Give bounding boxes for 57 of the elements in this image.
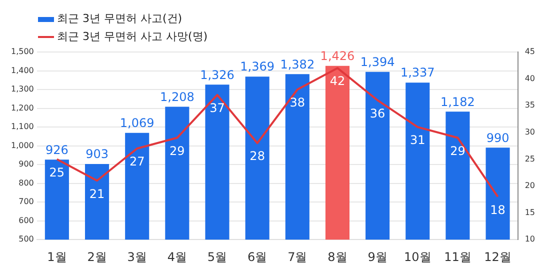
x-tick-label: 2월 bbox=[87, 250, 107, 264]
data-label: 18 bbox=[490, 202, 506, 217]
x-tick-label: 8월 bbox=[328, 250, 348, 264]
legend-label: 최근 3년 무면허 사고(건) bbox=[57, 11, 182, 27]
x-tick-label: 7월 bbox=[288, 250, 308, 264]
data-label: 29 bbox=[170, 144, 185, 158]
y2-tick-label: 20 bbox=[524, 181, 536, 190]
data-label: 926 bbox=[45, 142, 68, 157]
x-tick-label: 1월 bbox=[47, 250, 67, 264]
data-label: 1,337 bbox=[400, 66, 435, 80]
data-label: 1,382 bbox=[280, 57, 315, 72]
x-tick-label: 9월 bbox=[368, 250, 388, 264]
data-label: 31 bbox=[410, 133, 426, 148]
x-tick-label: 11월 bbox=[444, 250, 472, 264]
data-label: 38 bbox=[290, 96, 306, 110]
y2-tick-label: 30 bbox=[524, 127, 536, 136]
y-tick-label: 500 bbox=[18, 234, 34, 244]
y-tick-label: 1,500 bbox=[10, 47, 34, 56]
y2-tick-label: 45 bbox=[524, 47, 536, 56]
x-tick-label: 5월 bbox=[207, 250, 228, 264]
y2-tick-label: 10 bbox=[524, 234, 536, 244]
data-label: 42 bbox=[330, 74, 346, 88]
y-tick-label: 600 bbox=[18, 216, 34, 225]
data-label: 1,369 bbox=[240, 60, 275, 74]
y2-tick-label: 40 bbox=[524, 74, 536, 83]
x-tick-label: 3월 bbox=[127, 250, 147, 264]
data-label: 903 bbox=[86, 147, 108, 162]
y2-tick-label: 25 bbox=[524, 154, 536, 164]
y-tick-label: 900 bbox=[18, 160, 34, 169]
data-label: 1,182 bbox=[440, 94, 475, 109]
data-label: 21 bbox=[89, 186, 105, 201]
y-tick-label: 1,400 bbox=[10, 66, 34, 75]
y-tick-label: 1,100 bbox=[10, 122, 34, 132]
data-label: 1,208 bbox=[160, 90, 194, 104]
x-tick-label: 12월 bbox=[484, 250, 512, 264]
data-label: 25 bbox=[49, 165, 65, 180]
data-label: 1,426 bbox=[320, 49, 355, 64]
data-label: 990 bbox=[486, 130, 510, 145]
data-label: 29 bbox=[450, 144, 466, 158]
data-label: 1,394 bbox=[360, 55, 395, 70]
data-label: 1,326 bbox=[200, 68, 234, 82]
y-tick-label: 1,300 bbox=[10, 84, 34, 94]
y-tick-label: 700 bbox=[18, 197, 34, 206]
data-label: 36 bbox=[370, 106, 386, 120]
x-tick-label: 10월 bbox=[404, 250, 432, 264]
y-tick-label: 800 bbox=[18, 178, 34, 188]
x-tick-label: 4월 bbox=[167, 250, 187, 264]
y-tick-label: 1,000 bbox=[10, 140, 34, 150]
data-label: 28 bbox=[250, 149, 265, 164]
y-tick-label: 1,200 bbox=[10, 103, 34, 112]
data-label: 27 bbox=[129, 154, 145, 169]
legend-label: 최근 3년 무면허 사고 사망(명) bbox=[57, 29, 208, 45]
x-tick-label: 6월 bbox=[248, 250, 268, 264]
y2-tick-label: 15 bbox=[524, 208, 536, 217]
data-label: 1,069 bbox=[120, 116, 154, 130]
y2-tick-label: 35 bbox=[524, 100, 536, 110]
data-label: 37 bbox=[210, 101, 225, 116]
